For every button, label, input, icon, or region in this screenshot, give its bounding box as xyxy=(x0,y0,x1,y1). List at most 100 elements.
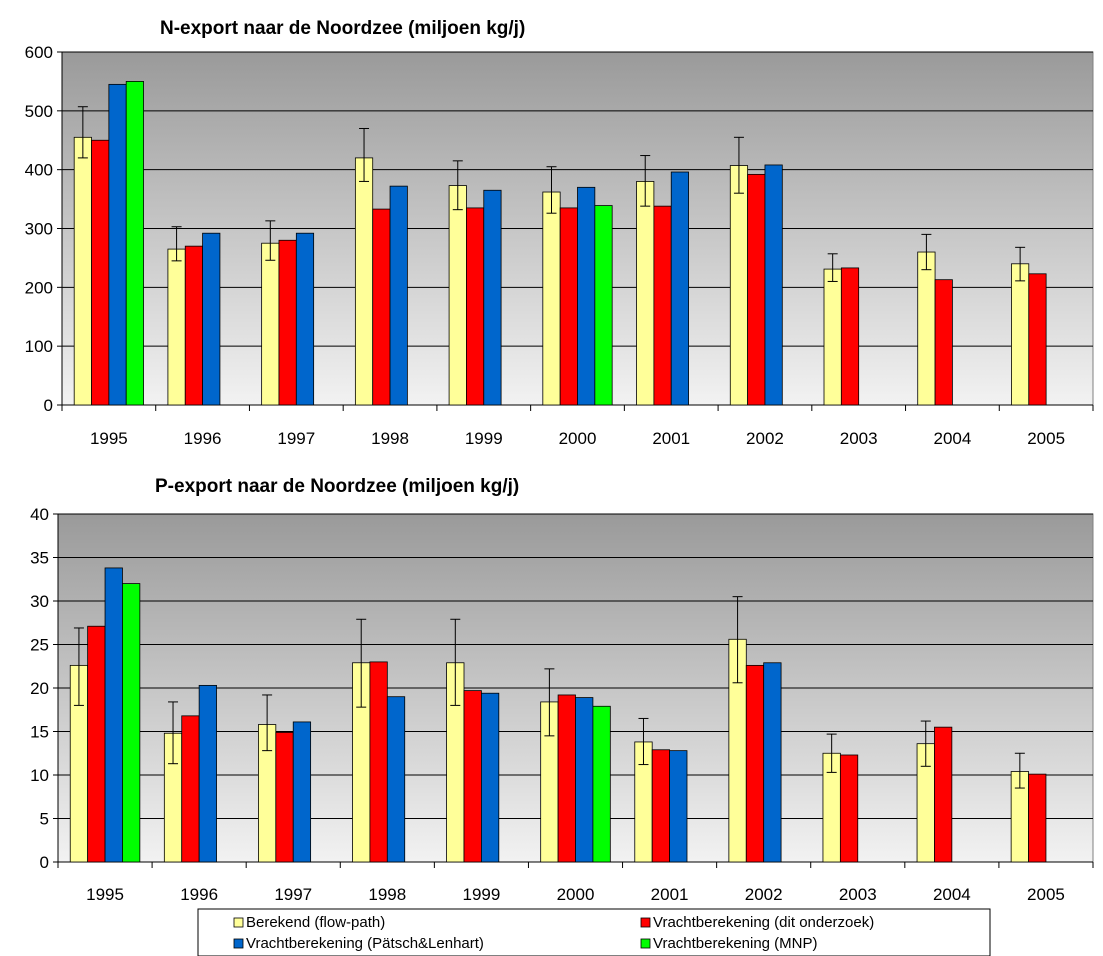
x-tick-label: 2003 xyxy=(840,429,878,448)
bar xyxy=(1028,773,1047,863)
bar xyxy=(557,694,576,863)
x-tick-label: 2002 xyxy=(746,429,784,448)
x-tick-label: 2000 xyxy=(557,885,595,904)
y-tick-label: 0 xyxy=(44,396,53,415)
bar xyxy=(198,684,217,863)
bar xyxy=(91,139,110,406)
bar xyxy=(559,207,578,406)
x-tick-label: 2003 xyxy=(839,885,877,904)
bar xyxy=(934,279,953,406)
bar xyxy=(747,173,766,406)
legend-swatch xyxy=(640,917,651,928)
bar xyxy=(108,83,127,406)
bar xyxy=(275,731,294,863)
y-tick-label: 300 xyxy=(25,220,53,239)
bar xyxy=(104,567,123,863)
legend-label: Vrachtberekening (MNP) xyxy=(653,935,818,952)
bar xyxy=(729,165,749,406)
y-tick-label: 15 xyxy=(30,723,49,742)
legend-swatch xyxy=(233,938,244,949)
bar xyxy=(1011,263,1030,406)
bar xyxy=(823,268,842,406)
legend-box xyxy=(197,908,991,956)
bar xyxy=(389,185,408,406)
bar xyxy=(764,164,783,406)
bar xyxy=(466,207,485,406)
x-tick-label: 2005 xyxy=(1027,885,1065,904)
bar xyxy=(354,157,374,406)
chart-panel-2: P-export naar de Noordzee (miljoen kg/j)… xyxy=(30,476,1094,904)
bar xyxy=(372,208,391,406)
legend-swatch xyxy=(640,938,651,949)
y-tick-label: 35 xyxy=(30,549,49,568)
bar xyxy=(167,248,186,406)
chart-title: N-export naar de Noordzee (miljoen kg/j) xyxy=(160,18,525,39)
bar xyxy=(181,715,200,863)
x-tick-label: 2002 xyxy=(745,885,783,904)
bar xyxy=(1028,273,1047,406)
y-tick-label: 400 xyxy=(25,161,53,180)
legend-label: Vrachtberekening (Pätsch&Lenhart) xyxy=(246,935,484,952)
bar xyxy=(202,232,221,406)
bar xyxy=(125,81,144,406)
y-tick-label: 600 xyxy=(25,43,53,62)
x-tick-label: 1995 xyxy=(86,885,124,904)
x-tick-label: 1998 xyxy=(368,885,406,904)
x-tick-label: 2000 xyxy=(559,429,597,448)
bar xyxy=(261,242,280,406)
y-tick-label: 25 xyxy=(30,636,49,655)
legend-label: Berekend (flow-path) xyxy=(246,914,385,931)
bar xyxy=(636,181,655,406)
x-tick-label: 1997 xyxy=(274,885,312,904)
x-tick-label: 1998 xyxy=(371,429,409,448)
x-tick-label: 1997 xyxy=(277,429,315,448)
bar xyxy=(122,583,141,863)
x-tick-label: 2001 xyxy=(651,885,689,904)
x-tick-label: 2004 xyxy=(933,429,971,448)
bar xyxy=(295,232,315,406)
y-tick-label: 20 xyxy=(30,679,49,698)
y-tick-label: 500 xyxy=(25,102,53,121)
bar xyxy=(651,749,670,863)
legend-swatch xyxy=(233,917,244,928)
chart-panel-1: N-export naar de Noordzee (miljoen kg/j)… xyxy=(25,18,1094,448)
y-tick-label: 100 xyxy=(25,337,53,356)
x-tick-label: 1996 xyxy=(180,885,218,904)
bar xyxy=(575,697,594,863)
x-tick-label: 2001 xyxy=(652,429,690,448)
bar xyxy=(73,136,92,406)
bar xyxy=(577,186,596,406)
bar xyxy=(386,696,406,863)
x-tick-label: 2005 xyxy=(1027,429,1065,448)
bar xyxy=(669,750,688,863)
bar xyxy=(839,754,859,863)
x-tick-label: 1999 xyxy=(465,429,503,448)
bar xyxy=(292,721,312,863)
chart-title: P-export naar de Noordzee (miljoen kg/j) xyxy=(155,476,519,497)
bar xyxy=(934,726,953,863)
bar xyxy=(481,692,500,863)
bar xyxy=(653,205,672,406)
bar xyxy=(369,661,388,863)
x-tick-label: 1995 xyxy=(90,429,128,448)
legend-label: Vrachtberekening (dit onderzoek) xyxy=(653,914,874,931)
bar xyxy=(278,239,297,406)
bar xyxy=(670,171,689,406)
bar xyxy=(763,662,782,863)
bar xyxy=(592,705,611,863)
x-tick-label: 1999 xyxy=(462,885,500,904)
y-tick-label: 5 xyxy=(40,810,49,829)
y-tick-label: 0 xyxy=(40,853,49,872)
bar xyxy=(483,189,502,406)
bar xyxy=(463,690,482,863)
y-tick-label: 30 xyxy=(30,592,49,611)
y-tick-label: 10 xyxy=(30,766,49,785)
legend: Berekend (flow-path) Vrachtberekening (di… xyxy=(197,908,991,956)
y-tick-label: 200 xyxy=(25,278,53,297)
bar xyxy=(184,245,203,406)
bar xyxy=(542,191,561,406)
bar xyxy=(840,267,860,406)
bar xyxy=(917,251,936,406)
